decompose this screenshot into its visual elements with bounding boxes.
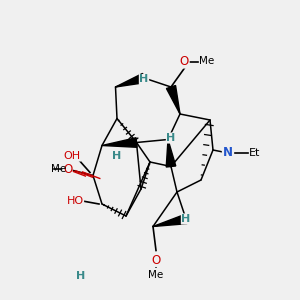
Text: H: H [112,151,122,161]
Polygon shape [102,138,137,147]
Text: N: N [223,146,233,160]
Text: O: O [180,55,189,68]
Text: Et: Et [249,148,260,158]
Text: H: H [167,133,176,143]
Text: O: O [63,163,72,176]
Text: O: O [152,254,160,266]
Text: HO: HO [66,196,84,206]
Text: OH: OH [63,151,81,161]
Polygon shape [153,214,187,226]
Polygon shape [166,140,176,167]
Text: Me: Me [51,164,66,175]
Text: H: H [182,214,190,224]
Text: H: H [76,271,85,281]
Polygon shape [116,74,146,87]
Polygon shape [167,85,180,114]
Text: Me: Me [200,56,215,67]
Text: Me: Me [148,270,164,280]
Text: H: H [140,74,148,85]
